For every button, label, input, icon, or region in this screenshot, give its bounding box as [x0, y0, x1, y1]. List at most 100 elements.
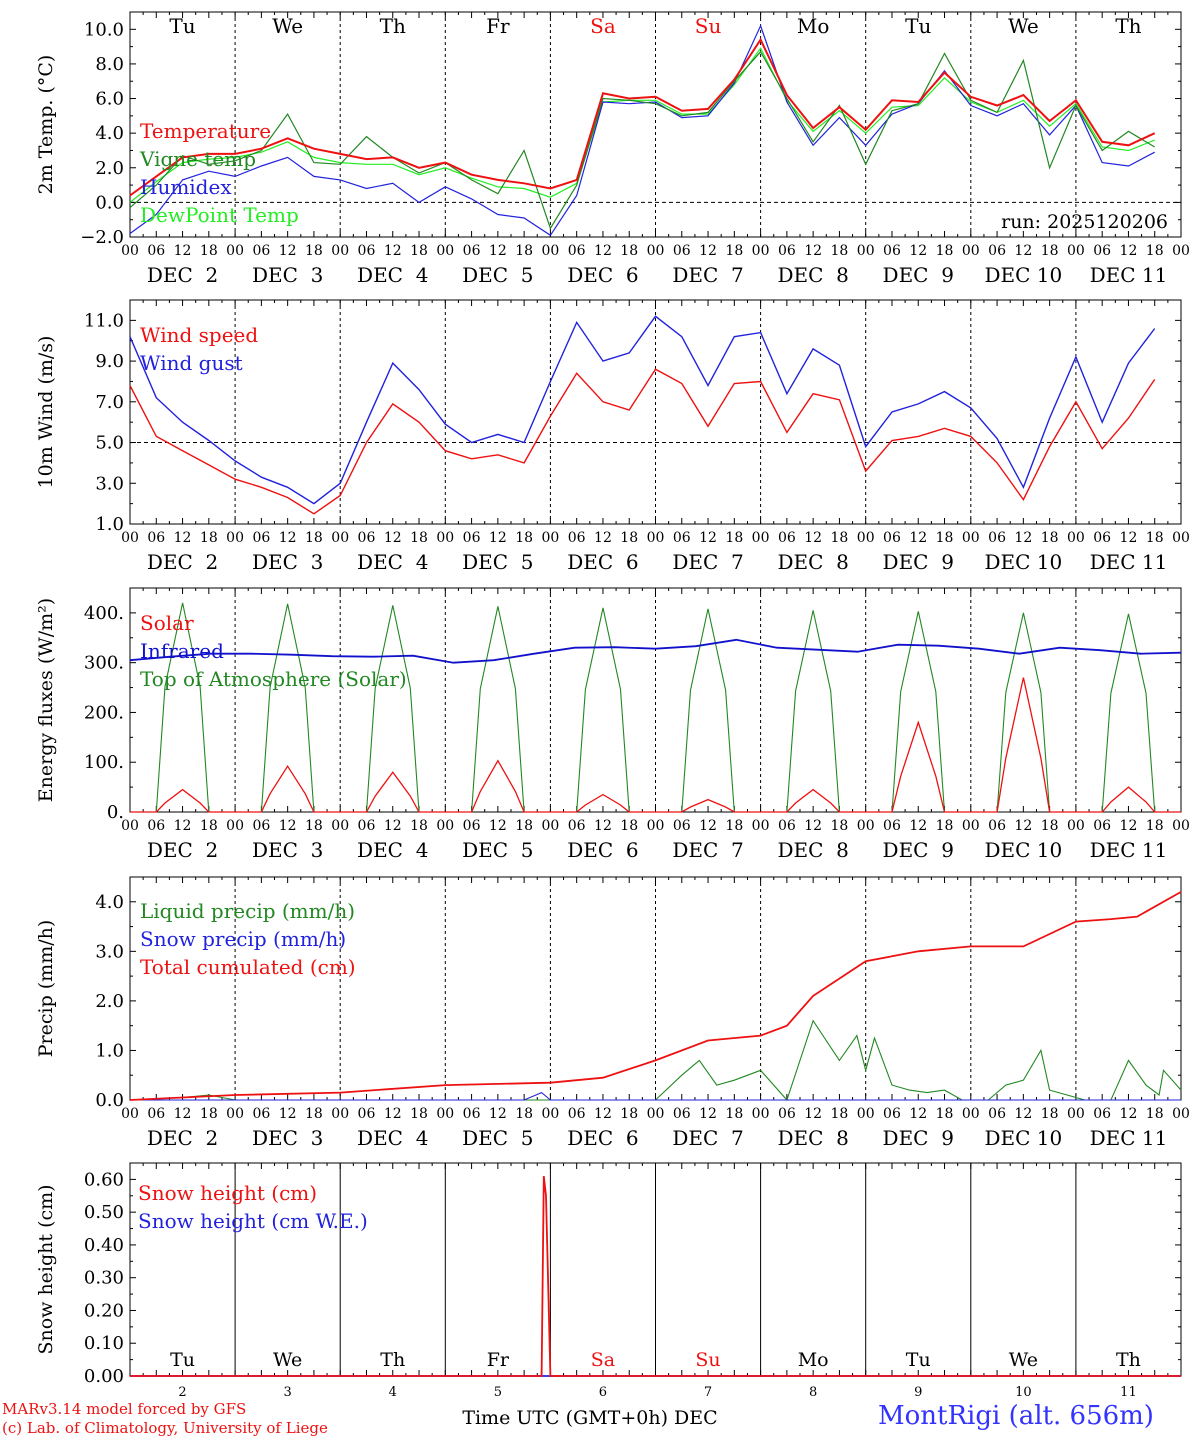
hour-label: 06 [358, 243, 376, 259]
weekday-label: Th [1116, 1349, 1141, 1371]
date-label: DEC 9 [883, 550, 954, 574]
hour-label: 18 [620, 818, 638, 834]
y-tick-label: −2.0 [80, 227, 124, 248]
hour-label: 12 [384, 1106, 402, 1122]
weekday-label: Fr [486, 14, 510, 38]
date-label: DEC 11 [1090, 838, 1168, 862]
hour-label: 06 [568, 1106, 586, 1122]
hour-label: 12 [1120, 243, 1138, 259]
hour-label: 00 [962, 243, 980, 259]
day-number-label: 11 [1120, 1385, 1137, 1400]
hour-label: 12 [909, 243, 927, 259]
hour-label: 12 [279, 818, 297, 834]
hour-label: 12 [1120, 1106, 1138, 1122]
hour-label: 12 [279, 243, 297, 259]
date-label: DEC 5 [462, 838, 533, 862]
hour-label: 12 [909, 818, 927, 834]
hour-label: 00 [1172, 1106, 1190, 1122]
hour-label: 06 [252, 1106, 270, 1122]
y-tick-label: 0.10 [84, 1333, 124, 1354]
legend-entry: DewPoint Temp [140, 203, 299, 227]
hour-label: 18 [200, 530, 218, 546]
date-label: DEC 10 [984, 1126, 1062, 1150]
hour-label: 00 [752, 1106, 770, 1122]
y-tick-label: 2.0 [95, 158, 124, 179]
hour-label: 18 [620, 530, 638, 546]
hour-label: 06 [673, 818, 691, 834]
hour-label: 18 [410, 1106, 428, 1122]
date-label: DEC 4 [357, 550, 428, 574]
hour-label: 18 [936, 530, 954, 546]
panel-3: 400. 300. 200. 100. 0. Energy fluxes (W/m²) 00… [35, 587, 1190, 862]
hour-label: 06 [147, 818, 165, 834]
hour-label: 18 [725, 530, 743, 546]
weekday-label: Th [380, 14, 406, 38]
weekday-label: We [1009, 1349, 1038, 1371]
day-number-label: 7 [704, 1385, 712, 1400]
date-label: DEC 8 [777, 550, 848, 574]
hour-label: 12 [489, 530, 507, 546]
legend-entry: Solar [140, 611, 194, 635]
y-tick-label: 0. [107, 802, 124, 823]
y-tick-label: 7.0 [95, 392, 124, 413]
hour-label: 06 [883, 818, 901, 834]
hour-label: 06 [778, 243, 796, 259]
hour-label: 18 [725, 1106, 743, 1122]
date-label: DEC 10 [984, 263, 1062, 287]
infrared-line [129, 638, 1182, 664]
weekday-label: We [1008, 14, 1039, 38]
hour-label: 06 [252, 818, 270, 834]
hour-label: 00 [436, 1106, 454, 1122]
hour-label: 00 [1172, 818, 1190, 834]
hour-label: 06 [252, 243, 270, 259]
hour-label: 06 [883, 243, 901, 259]
hour-label: 00 [857, 530, 875, 546]
weekday-label: Tu [169, 14, 195, 38]
hour-label: 12 [1014, 1106, 1032, 1122]
weekday-label: Mo [798, 1349, 829, 1371]
date-label: DEC 3 [252, 550, 323, 574]
hour-label: 00 [541, 1106, 559, 1122]
hour-label: 00 [1067, 1106, 1085, 1122]
hour-label: 00 [121, 243, 139, 259]
hour-label: 18 [1146, 243, 1164, 259]
hour-label: 12 [909, 1106, 927, 1122]
day-number-label: 5 [494, 1385, 502, 1400]
hour-label: 12 [384, 818, 402, 834]
hour-label: 18 [1041, 818, 1059, 834]
hour-label: 18 [200, 243, 218, 259]
hour-label: 12 [804, 243, 822, 259]
hour-label: 00 [121, 1106, 139, 1122]
hour-label: 00 [1067, 530, 1085, 546]
hour-label: 18 [831, 818, 849, 834]
y-tick-label: 8.0 [95, 54, 124, 75]
weekday-label: Tu [906, 1349, 931, 1371]
hour-label: 18 [410, 530, 428, 546]
hour-label: 06 [778, 530, 796, 546]
hour-label: 18 [1041, 1106, 1059, 1122]
series-line [129, 891, 1182, 1101]
hour-label: 00 [962, 530, 980, 546]
y-axis-label: Energy fluxes (W/m²) [35, 598, 57, 802]
date-label: DEC 7 [672, 263, 743, 287]
y-tick-label: 200. [84, 702, 124, 723]
hour-label: 06 [568, 530, 586, 546]
date-label: DEC 10 [984, 550, 1062, 574]
y-tick-label: 9.0 [95, 351, 124, 372]
hour-label: 18 [305, 530, 323, 546]
series-line [129, 368, 1156, 515]
weekday-label: Tu [170, 1349, 195, 1371]
hour-label: 06 [147, 243, 165, 259]
y-axis-label: 10m Wind (m/s) [35, 336, 57, 489]
weekday-label: Su [695, 1349, 720, 1371]
date-label: DEC 7 [672, 1126, 743, 1150]
hour-label: 00 [857, 243, 875, 259]
hour-label: 00 [857, 818, 875, 834]
legend-entry: Temperature [140, 119, 271, 143]
hour-label: 12 [594, 530, 612, 546]
hour-label: 18 [515, 243, 533, 259]
hour-label: 00 [226, 243, 244, 259]
lab-credit: (c) Lab. of Climatology, University of L… [2, 1419, 328, 1437]
weekday-label: We [273, 1349, 302, 1371]
date-label: DEC 7 [672, 550, 743, 574]
